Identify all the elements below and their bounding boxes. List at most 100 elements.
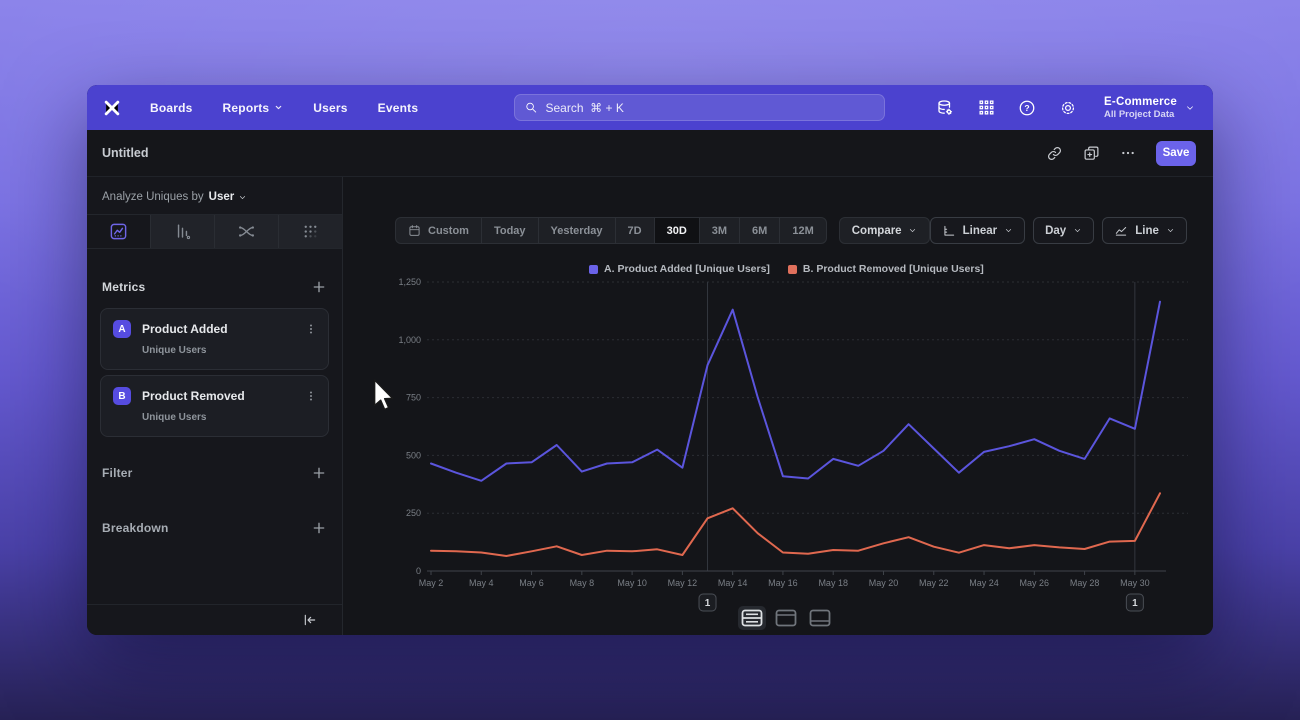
nav-menu: Boards Reports Users Events [150, 101, 418, 115]
tab-insights[interactable] [87, 215, 151, 248]
range-label: Today [493, 224, 526, 237]
add-breakdown-button[interactable] [311, 520, 327, 536]
nav-item-users[interactable]: Users [313, 101, 347, 115]
nav-item-label: Reports [222, 100, 270, 115]
date-range-control: Custom Today Yesterday 7D 30D 3M 6M 12M [395, 217, 827, 244]
chart-only-view-toggle[interactable] [772, 606, 800, 630]
tab-flows[interactable] [215, 215, 279, 248]
filter-label: Filter [102, 466, 133, 480]
analyze-uniques-row: Analyze Uniques by User [87, 177, 342, 214]
range-yesterday[interactable]: Yesterday [539, 218, 616, 243]
funnels-icon [177, 224, 191, 240]
nav-item-label: Users [313, 100, 348, 115]
legend-label: A. Product Added [Unique Users] [604, 263, 770, 275]
save-button[interactable]: Save [1156, 140, 1196, 166]
help-icon[interactable]: ? [1018, 99, 1036, 117]
annotation-badge[interactable]: 1 [1125, 593, 1144, 612]
settings-gear-icon[interactable] [1059, 99, 1077, 117]
range-label: Yesterday [550, 224, 603, 237]
report-type-tabs [87, 214, 342, 249]
range-label: 3M [711, 224, 728, 237]
analyze-label: Analyze Uniques by [102, 191, 204, 203]
chevron-down-icon [1187, 105, 1193, 110]
y-axis-tick-label: 0 [416, 566, 421, 576]
range-30d[interactable]: 30D [654, 218, 700, 243]
chart-and-table-view-toggle[interactable] [738, 606, 767, 630]
search-icon [526, 102, 537, 113]
nav-item-reports[interactable]: Reports [223, 101, 284, 115]
series-line[interactable] [430, 492, 1161, 557]
interval-dropdown[interactable]: Day [1033, 217, 1095, 244]
breakdown-label: Breakdown [102, 521, 169, 535]
sidebar-footer [87, 604, 342, 635]
calendar-icon [409, 225, 420, 236]
metric-measurement[interactable]: Unique Users [142, 345, 207, 356]
metric-options-icon[interactable] [304, 322, 318, 336]
annotation-badge[interactable]: 1 [698, 593, 717, 612]
x-axis-tick-label: May 6 [519, 578, 544, 588]
metric-measurement[interactable]: Unique Users [142, 412, 207, 423]
svg-text:1: 1 [1132, 598, 1138, 609]
chevron-down-icon [1006, 229, 1012, 232]
legend-swatch [787, 264, 797, 274]
svg-text:1: 1 [705, 598, 711, 609]
range-today[interactable]: Today [482, 218, 539, 243]
x-axis-tick-label: May 10 [617, 578, 647, 588]
mixpanel-logo-icon[interactable] [102, 98, 122, 118]
report-title[interactable]: Untitled [102, 146, 149, 160]
search-input[interactable] [545, 100, 875, 115]
metrics-header: Metrics [87, 279, 342, 295]
range-12m[interactable]: 12M [780, 218, 825, 243]
add-filter-button[interactable] [311, 465, 327, 481]
chart-type-dropdown[interactable]: Line [1102, 217, 1187, 244]
range-6m[interactable]: 6M [740, 218, 781, 243]
metric-name: Product Removed [142, 389, 245, 403]
x-axis-tick-label: May 4 [469, 578, 494, 588]
metric-options-icon[interactable] [304, 389, 318, 403]
nav-item-boards[interactable]: Boards [150, 101, 193, 115]
nav-item-events[interactable]: Events [378, 101, 419, 115]
range-7d[interactable]: 7D [616, 218, 655, 243]
legend-item[interactable]: B. Product Removed [Unique Users] [787, 263, 984, 275]
app-window: Boards Reports Users Events [87, 85, 1213, 635]
legend-label: B. Product Removed [Unique Users] [802, 263, 984, 275]
filter-header: Filter [87, 465, 342, 481]
analyze-entity-dropdown[interactable]: User [209, 191, 248, 203]
range-label: 12M [792, 224, 814, 237]
x-axis-tick-label: May 22 [919, 578, 949, 588]
copy-link-icon[interactable] [1045, 144, 1063, 162]
apps-grid-icon[interactable] [977, 99, 995, 117]
data-management-icon[interactable] [936, 99, 954, 117]
series-line[interactable] [430, 300, 1161, 482]
project-selector[interactable]: E-Commerce All Project Data [1104, 96, 1195, 120]
range-3m[interactable]: 3M [700, 218, 741, 243]
tab-retention[interactable] [279, 215, 342, 248]
x-axis-tick-label: May 12 [668, 578, 698, 588]
add-metric-button[interactable] [311, 279, 327, 295]
table-only-view-toggle[interactable] [806, 606, 834, 630]
legend-item[interactable]: A. Product Added [Unique Users] [589, 263, 770, 275]
scale-dropdown[interactable]: Linear [929, 217, 1026, 244]
insights-icon [110, 223, 127, 240]
range-label: 7D [627, 224, 642, 237]
layout-toggles [738, 606, 834, 630]
search-bar[interactable] [514, 94, 886, 121]
x-axis-tick-label: May 28 [1070, 578, 1100, 588]
chart-toolbar: Custom Today Yesterday 7D 30D 3M 6M 12M Compare [343, 217, 1213, 244]
collapse-sidebar-icon[interactable] [302, 612, 318, 628]
nav-right-icons: ? E-Commerce All Project Data [936, 96, 1195, 120]
y-axis-tick-label: 250 [406, 508, 421, 518]
metrics-label: Metrics [102, 280, 146, 294]
y-axis-tick-label: 500 [406, 450, 421, 460]
metric-card-a[interactable]: A Product Added Unique Users [100, 308, 329, 370]
duplicate-icon[interactable] [1082, 144, 1100, 162]
compare-dropdown[interactable]: Compare [838, 217, 930, 244]
chart-legend: A. Product Added [Unique Users] B. Produc… [343, 263, 1213, 275]
metric-card-b[interactable]: B Product Removed Unique Users [100, 375, 329, 437]
more-options-icon[interactable] [1119, 144, 1137, 162]
range-custom[interactable]: Custom [396, 218, 482, 243]
tab-funnels[interactable] [151, 215, 215, 248]
line-chart[interactable]: 0 250 500 750 1,000 1,250 May 2 May 4 May 6 May 8… [343, 272, 1213, 617]
chevron-down-icon [275, 105, 282, 110]
